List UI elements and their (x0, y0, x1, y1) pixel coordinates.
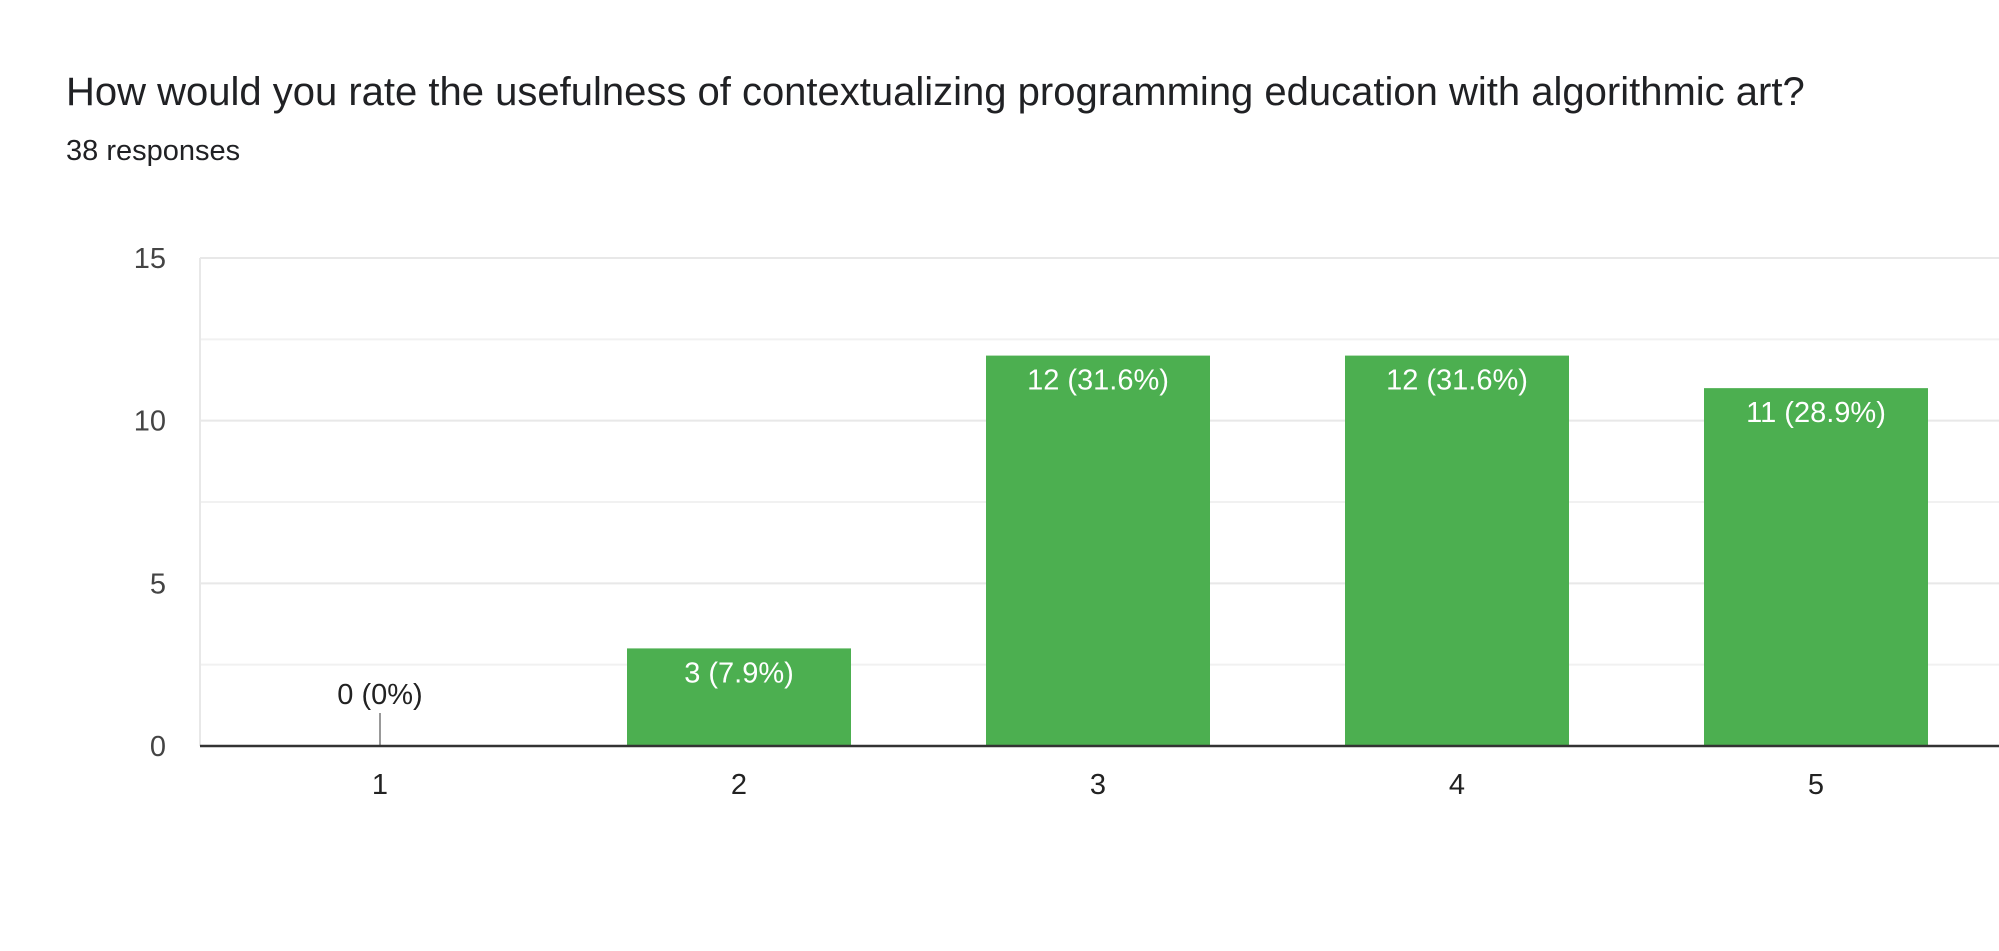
x-tick-label: 5 (1808, 769, 1824, 801)
data-label-5: 11 (28.9%) (1746, 397, 1886, 429)
y-tick-label: 5 (150, 568, 166, 600)
bar-4 (1345, 355, 1569, 746)
y-tick-label: 15 (134, 243, 166, 275)
bar-5 (1704, 388, 1928, 746)
data-label-3: 12 (31.6%) (1027, 365, 1169, 397)
x-tick-label: 3 (1090, 769, 1106, 801)
data-label-2: 3 (7.9%) (684, 657, 794, 689)
y-tick-label: 10 (134, 406, 166, 438)
grid-lines (199, 257, 1999, 746)
data-labels: 0 (0%) 3 (7.9%) 12 (31.6%) 12 (31.6%) 11 (28… (337, 365, 1886, 711)
question-title: How would you rate the usefulness of con… (66, 70, 1805, 114)
response-count: 38 responses (66, 135, 241, 167)
y-tick-label: 0 (150, 731, 166, 763)
data-label-1: 0 (0%) (337, 679, 422, 711)
x-tick-label: 1 (372, 769, 388, 801)
data-label-4: 12 (31.6%) (1386, 365, 1528, 397)
bar-2 (627, 648, 851, 746)
bar-3 (986, 355, 1210, 746)
bars (379, 355, 1928, 746)
x-tick-label: 4 (1449, 769, 1465, 801)
x-tick-label: 2 (731, 769, 747, 801)
axes: 0 5 10 15 1 2 3 4 5 (134, 243, 1999, 801)
